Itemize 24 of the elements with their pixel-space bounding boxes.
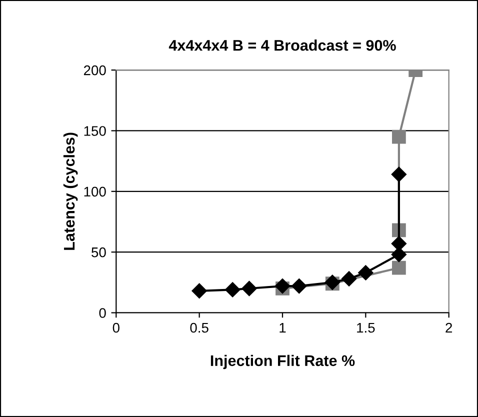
point	[292, 278, 307, 294]
x-tick-label: 0	[112, 322, 120, 333]
point	[192, 283, 207, 298]
point	[392, 130, 406, 144]
point	[274, 278, 290, 294]
y-tick-label: 150	[84, 126, 106, 136]
point	[242, 280, 257, 296]
x-axis-title: Injection Flit Rate %	[210, 354, 355, 370]
y-tick-label: 100	[84, 186, 106, 197]
chart-title: 4x4x4x4 B = 4 Broadcast = 90%	[168, 40, 396, 51]
point	[225, 282, 240, 298]
point	[391, 236, 407, 252]
point	[341, 271, 357, 286]
x-tick-label: 2	[446, 322, 452, 333]
y-axis-title: Latency (cycles)	[63, 132, 78, 250]
point	[358, 265, 374, 280]
x-tick-label: 1	[280, 322, 286, 333]
y-tick-label: 200	[84, 65, 106, 76]
x-tick-label: 1.5	[357, 322, 375, 333]
y-tick-label: 50	[92, 247, 106, 258]
x-tick-label: 0.5	[190, 322, 208, 333]
point	[391, 166, 407, 182]
point	[392, 260, 406, 275]
y-tick-label: 0	[99, 308, 106, 318]
